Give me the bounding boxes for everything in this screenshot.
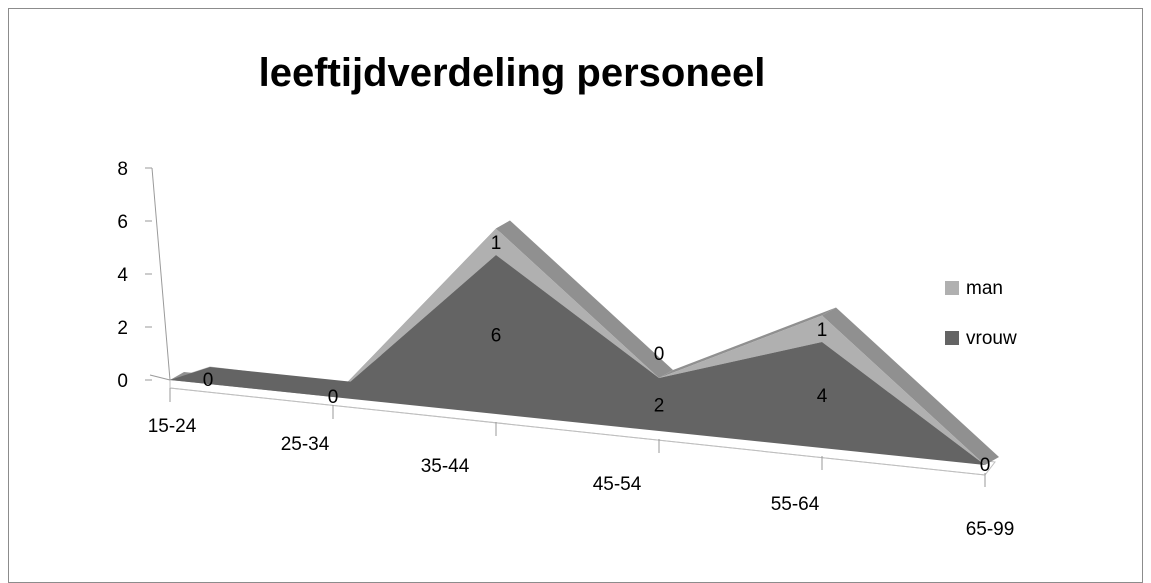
data-label-man: 0: [654, 344, 665, 365]
x-tick-label: 25-34: [281, 434, 330, 455]
y-axis: [149, 167, 171, 381]
legend-swatch-man: [945, 281, 959, 295]
legend: man vrouw: [945, 278, 1017, 349]
vrouw-area-floor-strip: [170, 367, 373, 397]
x-tick-label: 55-64: [771, 494, 820, 515]
x-tick-labels: 15-24 25-34 35-44 45-54 55-64 65-99: [148, 388, 1015, 540]
y-axis-line: [151, 167, 171, 381]
legend-swatch-vrouw: [945, 331, 959, 345]
data-label-vrouw: 4: [817, 386, 828, 407]
data-label-vrouw: 0: [980, 455, 991, 476]
y-tick-label: 0: [117, 371, 128, 392]
legend-label-man: man: [966, 278, 1003, 299]
data-label-man: 1: [491, 233, 502, 254]
data-label-vrouw: 0: [203, 370, 214, 391]
floor-front-edge: [169, 387, 986, 476]
y-tick-label: 4: [117, 265, 128, 286]
chart-title: leeftijdverdeling personeel: [259, 51, 766, 95]
x-tick-label: 45-54: [593, 474, 642, 495]
y-tick-label: 8: [117, 159, 128, 180]
data-label-vrouw: 2: [654, 396, 665, 417]
y-tick-label: 2: [117, 318, 128, 339]
x-tick-label: 65-99: [966, 519, 1015, 540]
man-area-top-face: [496, 220, 673, 378]
x-tick-label: 35-44: [421, 456, 470, 477]
legend-label-vrouw: vrouw: [966, 328, 1017, 349]
data-label-vrouw: 6: [491, 326, 502, 347]
x-tick-label: 15-24: [148, 416, 197, 437]
y-tick-label: 6: [117, 212, 128, 233]
y-axis-foot: [149, 374, 171, 381]
data-label-vrouw: 0: [328, 387, 339, 408]
data-label-man: 1: [817, 320, 828, 341]
man-area-top-face: [659, 307, 836, 378]
y-tick-labels: 0 2 4 6 8: [117, 159, 152, 392]
man-area-top-face: [822, 307, 999, 465]
area-series: [170, 220, 999, 465]
vrouw-area: [170, 255, 985, 465]
